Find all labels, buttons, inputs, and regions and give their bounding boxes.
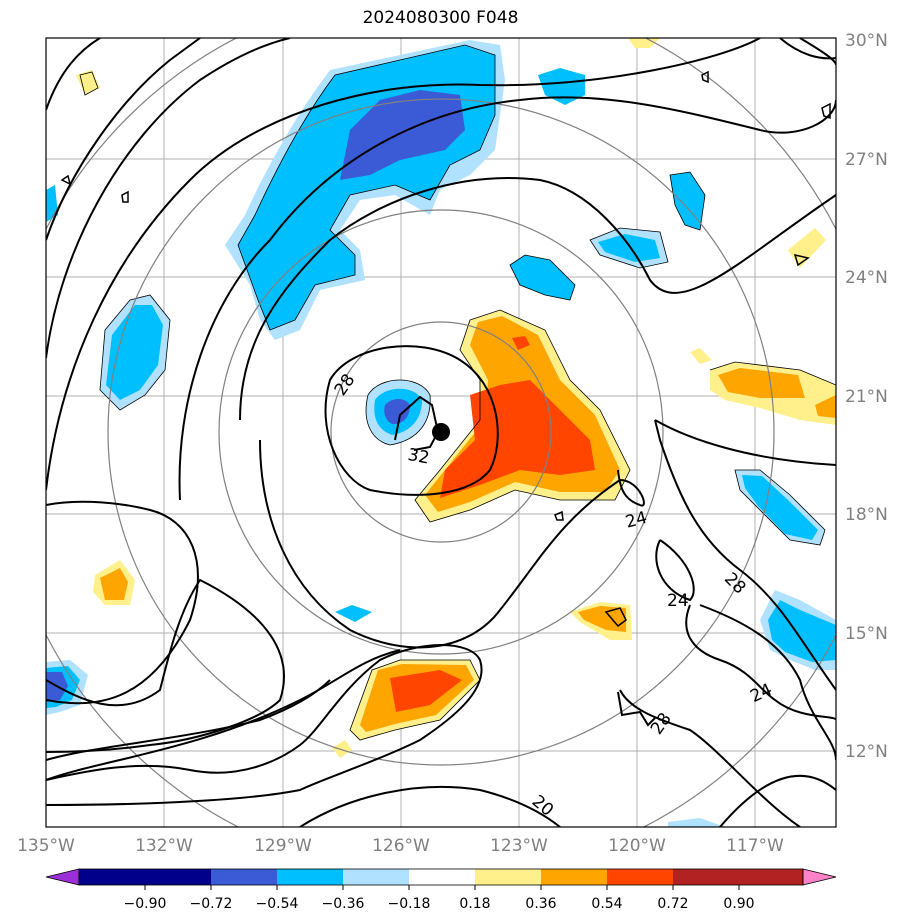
map-plot-area: 28 32 24 28 24 28 24 28 20 (46, 38, 836, 827)
colorbar-tick-label: −0.72 (190, 896, 233, 912)
colorbar-tick-label: −0.90 (124, 896, 167, 912)
storm-center-marker (432, 423, 450, 441)
map-frame (45, 37, 837, 828)
lat-label: 18°N (845, 505, 888, 525)
colorbar-tick-label: 0.18 (459, 896, 490, 912)
lat-label: 24°N (845, 268, 888, 288)
lon-label: 132°W (135, 836, 193, 856)
colorbar-tick-label: 0.36 (525, 896, 556, 912)
contour-small-features (60, 70, 831, 628)
colorbar-bin (541, 869, 607, 885)
colorbar-bin (277, 869, 343, 885)
contour-label: 20 (528, 791, 557, 820)
lat-label: 15°N (845, 624, 888, 644)
colorbar-tick-label: −0.18 (388, 896, 431, 912)
lon-label: 126°W (372, 836, 430, 856)
contour-label: 28 (331, 370, 360, 399)
lon-label: 120°W (608, 836, 666, 856)
lon-label: 123°W (490, 836, 548, 856)
shading-outlines (79, 44, 836, 741)
lon-label: 129°W (254, 836, 312, 856)
lat-label: 12°N (845, 742, 888, 762)
contour-label: 32 (406, 445, 431, 468)
contour-label: 24 (667, 591, 689, 611)
colorbar-bin (79, 869, 145, 885)
colorbar-tick-label: −0.36 (322, 896, 365, 912)
longitude-labels: 135°W 132°W 129°W 126°W 123°W 120°W 117°… (17, 836, 784, 856)
contour-label: 24 (747, 680, 775, 707)
contour-label: 24 (623, 508, 649, 533)
latitude-labels: 30°N 27°N 24°N 21°N 18°N 15°N 12°N (845, 31, 888, 762)
contour-label: 28 (647, 709, 676, 738)
colorbar-bin (409, 869, 475, 885)
colorbar: −0.90 −0.72 −0.54 −0.36 −0.18 0.18 0.36 … (45, 868, 837, 912)
lat-label: 30°N (845, 31, 888, 51)
colorbar-over-extension (802, 868, 837, 886)
distance-range-rings (46, 38, 836, 827)
colorbar-bin (673, 869, 739, 885)
lon-label: 135°W (17, 836, 75, 856)
colorbar-tick-label: 0.90 (723, 896, 754, 912)
colorbar-bin (343, 869, 409, 885)
colorbar-tick-marks (144, 885, 740, 890)
colorbar-frame (78, 868, 804, 886)
colorbar-bin (607, 869, 673, 885)
wind-speed-contours (46, 38, 836, 827)
lat-label: 21°N (845, 387, 888, 407)
colorbar-tick-label: 0.54 (591, 896, 622, 912)
colorbar-tick-label: −0.54 (256, 896, 299, 912)
lat-label: 27°N (845, 150, 888, 170)
lon-label: 117°W (726, 836, 784, 856)
map-title: 2024080300 F048 (362, 8, 519, 28)
colorbar-bin (475, 869, 541, 885)
colorbar-bin (211, 869, 277, 885)
colorbar-bin (145, 869, 211, 885)
colorbar-tick-label: 0.72 (657, 896, 688, 912)
colorbar-under-extension (45, 868, 80, 886)
colorbar-bin (739, 869, 803, 885)
